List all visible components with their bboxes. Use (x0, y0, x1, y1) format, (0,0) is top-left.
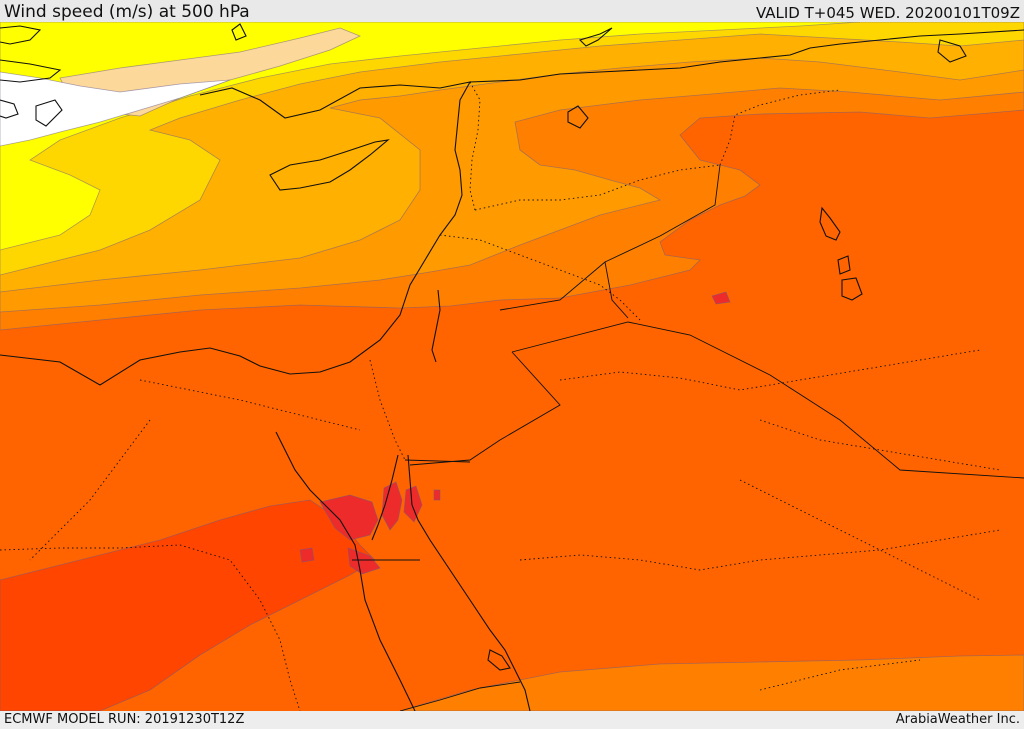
solid-borders (352, 164, 1024, 711)
wind-speed-map (0, 22, 1024, 711)
model-run-label: ECMWF MODEL RUN: 20191230T12Z (4, 712, 245, 727)
wind-band-crimson (319, 494, 379, 541)
wind-band-white (0, 71, 231, 147)
map-footer: ECMWF MODEL RUN: 20191230T12Z ArabiaWeat… (0, 711, 1024, 729)
map-header: Wind speed (m/s) at 500 hPa VALID T+045 … (0, 0, 1024, 22)
country-borders (0, 81, 1001, 711)
valid-time: VALID T+045 WED. 20200101T09Z (755, 4, 1020, 22)
map-title: Wind speed (m/s) at 500 hPa (4, 2, 250, 22)
wind-band-gold (0, 22, 1024, 276)
wind-band-bottom-orange (399, 654, 1024, 711)
credit-label: ArabiaWeather Inc. (895, 712, 1020, 727)
